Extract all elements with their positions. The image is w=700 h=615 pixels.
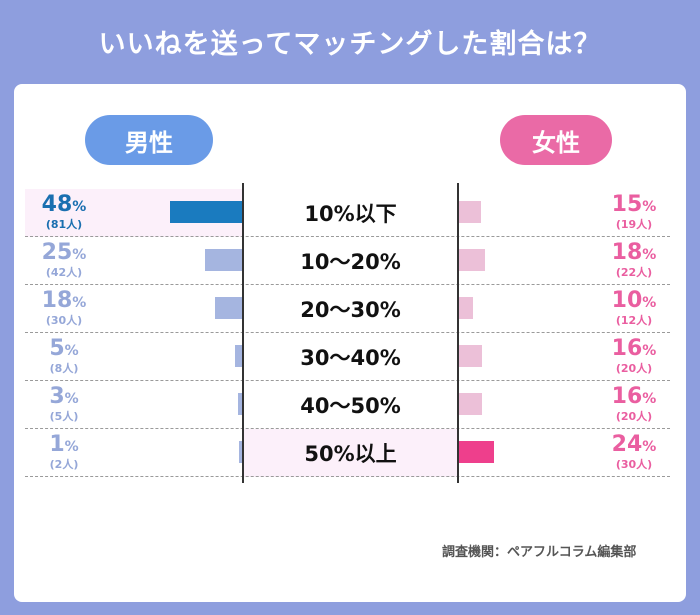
percent-sign: %	[642, 391, 657, 407]
chart-row-4: 5% (8人) 30～40% 16% (20人)	[25, 333, 670, 381]
chart-row-1: 48% (81人) 10%以下 15% (19人)	[25, 189, 670, 237]
percent-sign: %	[64, 391, 79, 407]
male-percent-number: 25	[41, 240, 73, 265]
row-separator	[25, 380, 670, 381]
female-percent: 24%	[603, 433, 665, 459]
female-bar	[458, 345, 482, 367]
percent-sign: %	[642, 247, 657, 263]
row-separator	[25, 428, 670, 429]
row-separator	[25, 236, 670, 237]
row-separator	[25, 332, 670, 333]
female-label-pill: 女性	[500, 115, 612, 165]
female-percent-number: 10	[611, 288, 643, 313]
male-bar	[237, 393, 242, 415]
percent-sign: %	[72, 199, 87, 215]
male-percent-number: 1	[49, 432, 65, 457]
male-percent: 48%	[33, 193, 95, 219]
male-bar	[170, 201, 242, 223]
percent-sign: %	[642, 199, 657, 215]
male-value-label: 3% (5人)	[33, 385, 95, 423]
male-value-label: 1% (2人)	[33, 433, 95, 471]
chart-panel	[14, 84, 686, 602]
female-count: (20人)	[615, 362, 653, 375]
chart-row-3: 18% (30人) 20～30% 10% (12人)	[25, 285, 670, 333]
percent-sign: %	[64, 439, 79, 455]
female-percent-number: 15	[611, 192, 643, 217]
male-count: (81人)	[45, 218, 83, 231]
female-percent: 16%	[603, 385, 665, 411]
category-label: 50%以上	[304, 442, 397, 466]
percent-sign: %	[64, 343, 79, 359]
row-separator	[25, 476, 670, 477]
male-count: (8人)	[49, 362, 79, 375]
male-value-label: 18% (30人)	[33, 289, 95, 327]
chart-row-6: 1% (2人) 50%以上 24% (30人)	[25, 429, 670, 477]
male-percent-number: 5	[49, 336, 65, 361]
category-label: 10～20%	[300, 250, 401, 274]
percent-sign: %	[642, 439, 657, 455]
male-count: (42人)	[45, 266, 83, 279]
percent-sign: %	[642, 295, 657, 311]
row-separator	[25, 284, 670, 285]
right-axis-line	[457, 183, 459, 483]
left-axis-line	[242, 183, 244, 483]
male-value-label: 48% (81人)	[33, 193, 95, 231]
female-percent-number: 18	[611, 240, 643, 265]
female-value-label: 15% (19人)	[603, 193, 665, 231]
chart-row-5: 3% (5人) 40～50% 16% (20人)	[25, 381, 670, 429]
chart-title: いいねを送ってマッチングした割合は？	[98, 29, 602, 60]
female-bar	[458, 201, 481, 223]
female-value-label: 16% (20人)	[603, 337, 665, 375]
male-label-pill: 男性	[85, 115, 213, 165]
male-percent: 3%	[33, 385, 95, 411]
female-count: (22人)	[615, 266, 653, 279]
male-percent-number: 48	[41, 192, 73, 217]
category-highlight	[244, 429, 457, 477]
female-count: (30人)	[615, 458, 653, 471]
male-count: (30人)	[45, 314, 83, 327]
chart-row-2: 25% (42人) 10～20% 18% (22人)	[25, 237, 670, 285]
percent-sign: %	[642, 343, 657, 359]
female-percent-number: 16	[611, 336, 643, 361]
female-count: (19人)	[615, 218, 653, 231]
female-count: (12人)	[615, 314, 653, 327]
percent-sign: %	[72, 247, 87, 263]
male-bar	[239, 441, 242, 463]
female-percent: 15%	[603, 193, 665, 219]
female-percent: 10%	[603, 289, 665, 315]
male-value-label: 25% (42人)	[33, 241, 95, 279]
female-count: (20人)	[615, 410, 653, 423]
male-bar	[234, 345, 242, 367]
category-label: 10%以下	[304, 202, 397, 226]
female-value-label: 24% (30人)	[603, 433, 665, 471]
female-bar	[458, 393, 482, 415]
percent-sign: %	[72, 295, 87, 311]
female-bar	[458, 441, 494, 463]
male-percent: 25%	[33, 241, 95, 267]
male-value-label: 5% (8人)	[33, 337, 95, 375]
male-percent: 5%	[33, 337, 95, 363]
male-percent: 1%	[33, 433, 95, 459]
category-label: 20～30%	[300, 298, 401, 322]
female-value-label: 10% (12人)	[603, 289, 665, 327]
male-bar	[204, 249, 242, 271]
category-label: 40～50%	[300, 394, 401, 418]
female-percent-number: 16	[611, 384, 643, 409]
source-credit: 調査機関：ペアフルコラム編集部	[442, 545, 637, 560]
female-bar	[458, 249, 485, 271]
male-percent-number: 18	[41, 288, 73, 313]
female-value-label: 18% (22人)	[603, 241, 665, 279]
male-count: (2人)	[49, 458, 79, 471]
female-percent: 18%	[603, 241, 665, 267]
male-bar	[215, 297, 242, 319]
female-value-label: 16% (20人)	[603, 385, 665, 423]
female-bar	[458, 297, 473, 319]
category-label: 30～40%	[300, 346, 401, 370]
male-percent: 18%	[33, 289, 95, 315]
male-percent-number: 3	[49, 384, 65, 409]
female-percent-number: 24	[611, 432, 643, 457]
female-percent: 16%	[603, 337, 665, 363]
male-count: (5人)	[49, 410, 79, 423]
